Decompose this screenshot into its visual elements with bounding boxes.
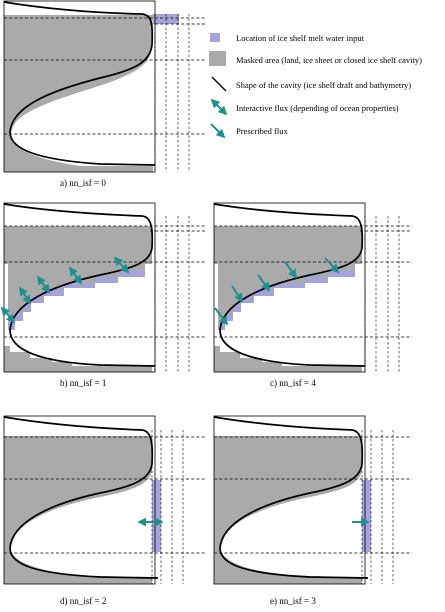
panel-e: e) nn_isf = 3 [213,415,412,606]
legend-swatch-mask [209,51,226,66]
melt-water-steps [15,312,23,321]
melt-water-input [152,480,161,552]
caption-c: c) nn_isf = 4 [270,378,316,388]
masked-area [4,17,153,172]
caption-d: d) nn_isf = 2 [60,596,106,606]
legend-cavity-line [211,76,227,92]
legend-interactive-arrow [210,98,228,116]
cavity-shape [213,416,369,579]
melt-water-steps [225,312,233,321]
melt-water-steps [274,283,305,288]
legend-swatch-melt [210,33,220,42]
panel-d: d) nn_isf = 2 [3,415,205,606]
melt-water-steps [254,288,274,296]
cavity-shape [3,416,159,579]
panel-a: a) nn_isf = 0 [3,0,205,188]
legend-prescribed-arrow [210,123,226,139]
masked-area-top [214,226,362,264]
legend-label-prescribed: Prescribed flux [236,126,288,136]
melt-water-steps [233,303,241,312]
masked-area-top [4,226,152,264]
caption-e: e) nn_isf = 3 [270,596,316,606]
cavity-shape [3,1,156,166]
caption-b: b) nn_isf = 1 [60,378,106,388]
melt-water-steps [330,270,355,277]
panel-c: c) nn_isf = 4 [213,202,412,388]
masked-area [214,436,362,584]
panel-box [213,202,366,373]
melt-water-steps [120,270,145,277]
legend-label-mask: Masked area (land, ice sheet or closed i… [236,55,422,65]
melt-water-steps [23,303,31,312]
masked-area-bottom [214,346,362,372]
panel-box [3,202,156,373]
panel-box [213,415,366,585]
legend-label-interactive: Interactive flux (depending of ocean pro… [236,103,399,113]
caption-a: a) nn_isf = 0 [60,178,106,188]
legend-label-melt: Location of ice shelf melt water input [236,33,365,43]
melt-water-steps [31,296,44,303]
ice-shelf-top-mask [4,15,153,18]
melt-water-steps [306,277,328,283]
melt-water-steps [96,277,118,283]
melt-water-steps [64,283,95,288]
interactive-flux-arrows [214,257,340,326]
interactive-flux-arrows [0,256,130,324]
melt-water-steps [44,288,64,296]
legend: Location of ice shelf melt water input M… [209,33,422,139]
panel-b: b) nn_isf = 1 [0,202,205,388]
panel-box [3,415,156,585]
melt-water-steps [241,296,254,303]
masked-area-bottom [4,346,152,372]
melt-water-input [362,480,371,552]
legend-label-cavity: Shape of the cavity (ice shelf draft and… [236,80,411,90]
masked-area [4,436,152,584]
